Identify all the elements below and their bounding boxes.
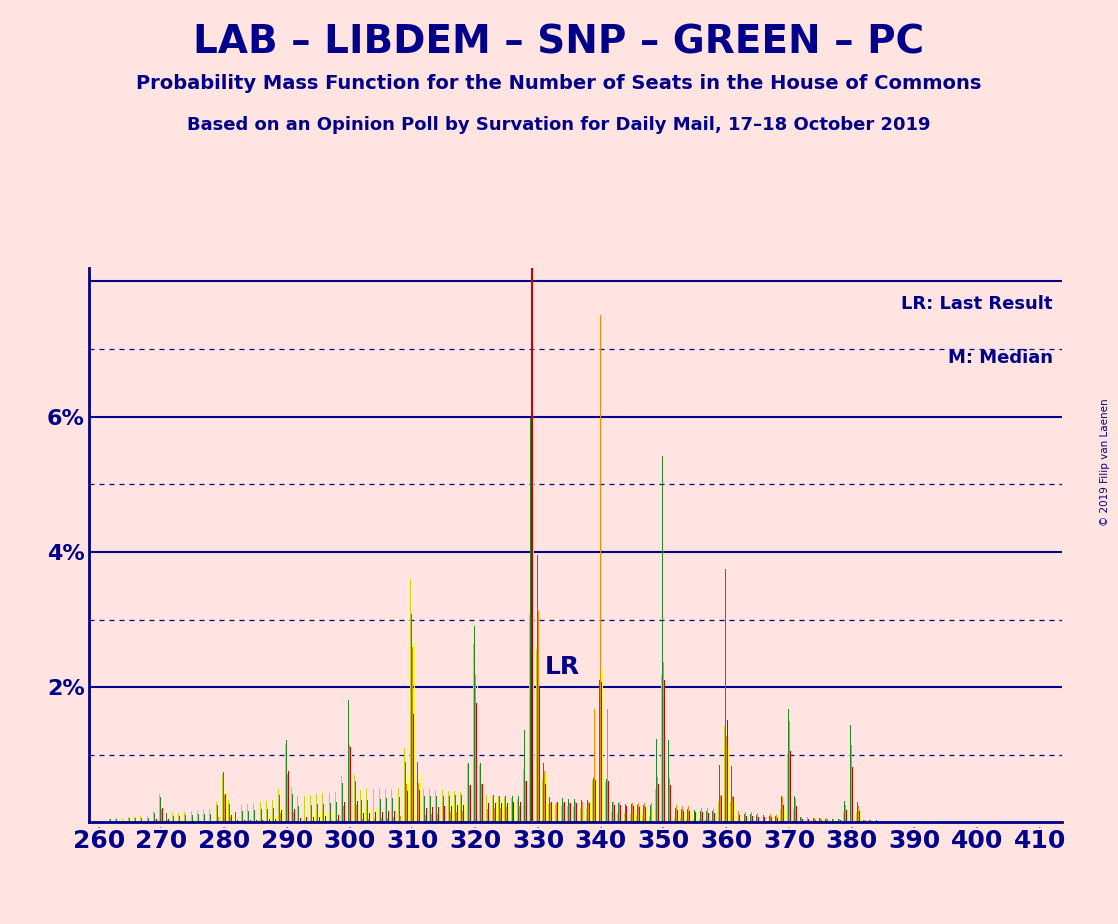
- Text: © 2019 Filip van Laenen: © 2019 Filip van Laenen: [1100, 398, 1110, 526]
- Text: LR: Last Result: LR: Last Result: [901, 295, 1053, 313]
- Text: 270: 270: [135, 829, 188, 853]
- Text: 350: 350: [637, 829, 690, 853]
- Text: 300: 300: [324, 829, 376, 853]
- Text: Based on an Opinion Poll by Survation for Daily Mail, 17–18 October 2019: Based on an Opinion Poll by Survation fo…: [187, 116, 931, 133]
- Text: 380: 380: [826, 829, 878, 853]
- Text: 340: 340: [575, 829, 627, 853]
- Text: 310: 310: [387, 829, 438, 853]
- Text: 260: 260: [73, 829, 125, 853]
- Text: 280: 280: [198, 829, 250, 853]
- Text: 370: 370: [762, 829, 815, 853]
- Text: 360: 360: [700, 829, 752, 853]
- Text: 390: 390: [889, 829, 940, 853]
- Text: LR: LR: [544, 654, 579, 678]
- Text: 410: 410: [1014, 829, 1067, 853]
- Text: Probability Mass Function for the Number of Seats in the House of Commons: Probability Mass Function for the Number…: [136, 74, 982, 93]
- Text: 330: 330: [512, 829, 565, 853]
- Text: 290: 290: [260, 829, 313, 853]
- Text: M: Median: M: Median: [948, 349, 1053, 367]
- Text: 400: 400: [951, 829, 1004, 853]
- Text: LAB – LIBDEM – SNP – GREEN – PC: LAB – LIBDEM – SNP – GREEN – PC: [193, 23, 925, 61]
- Text: 320: 320: [449, 829, 502, 853]
